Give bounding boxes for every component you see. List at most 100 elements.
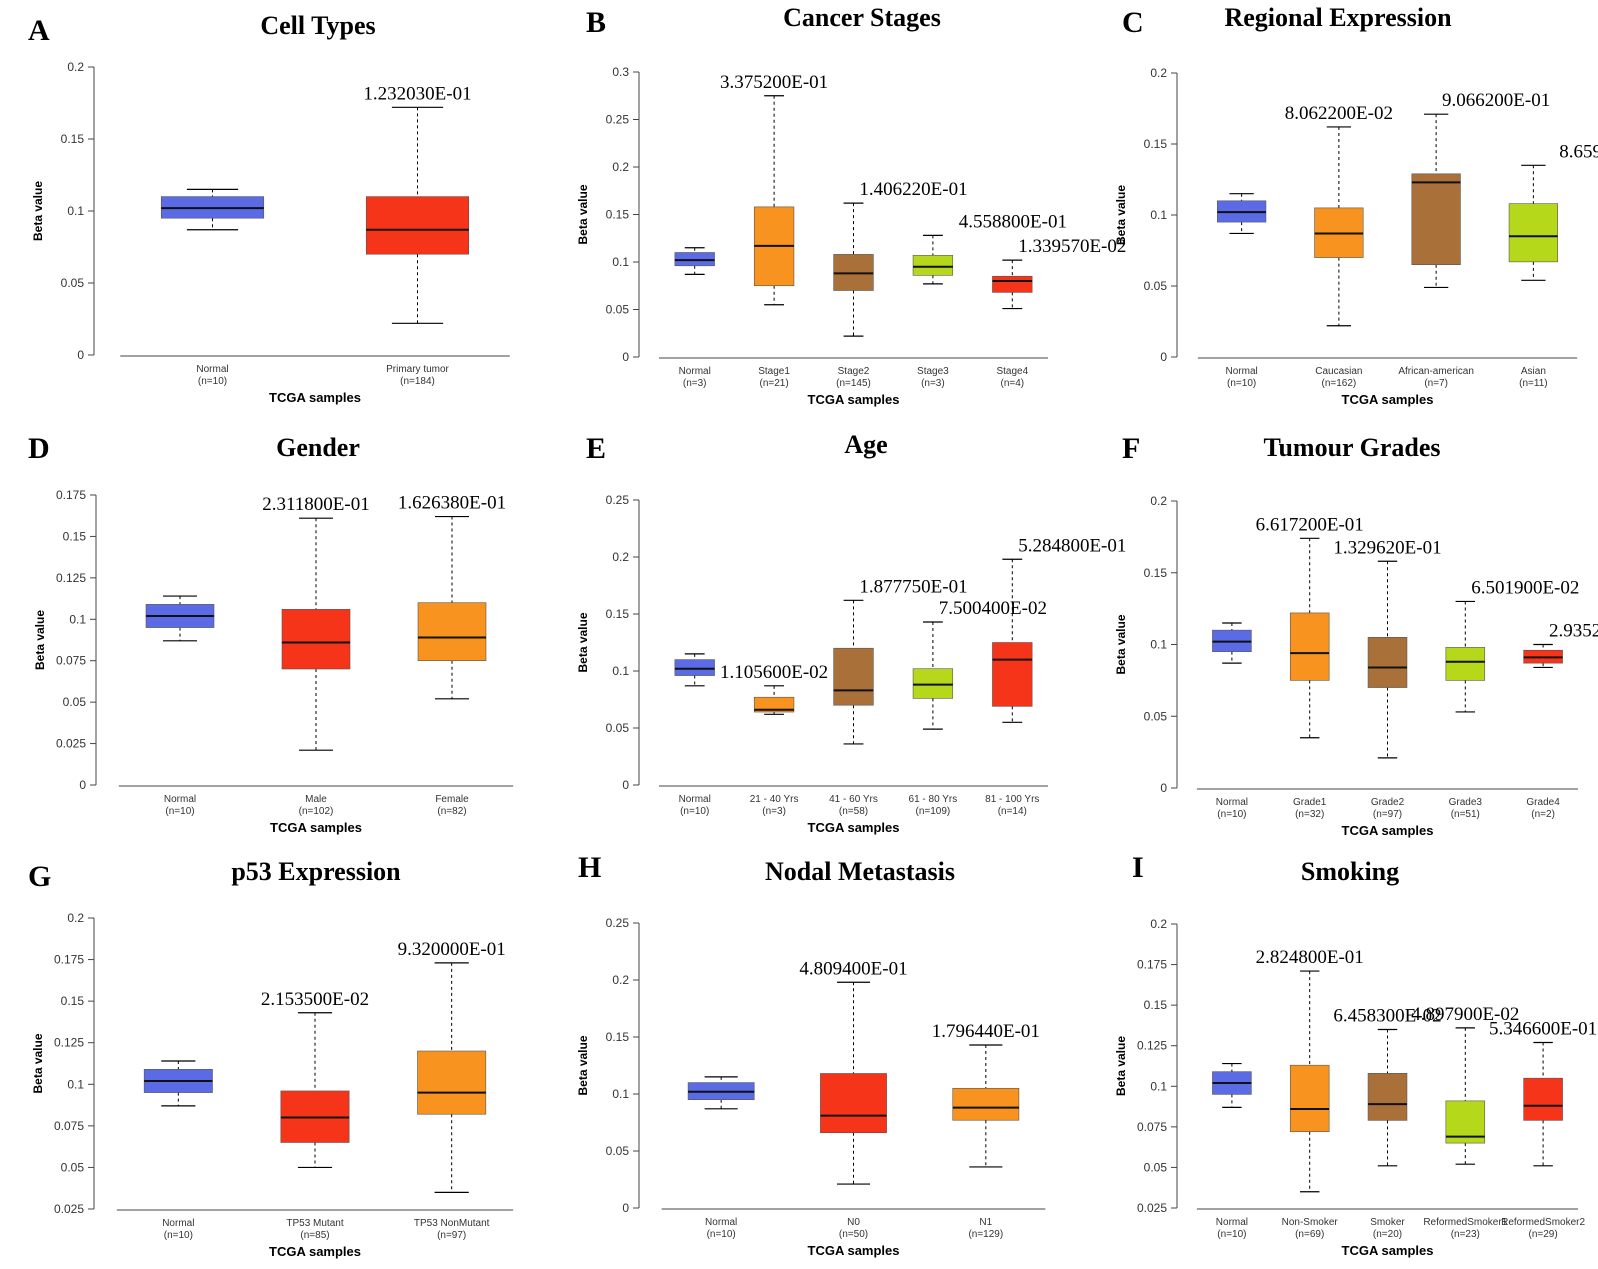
- y-tick-label: 0: [622, 350, 629, 364]
- x-axis-title: TCGA samples: [808, 392, 900, 407]
- box-iqr: [912, 255, 954, 276]
- panel-b: B Cancer Stages 0 0.05 0.1 0.15 0.2 0.25 0.3 Beta…: [576, 3, 1126, 407]
- y-tick-label: 0.125: [54, 1036, 84, 1050]
- p-value-label: 9.066200E-01: [1442, 90, 1550, 111]
- category-n-label: (n=129): [968, 1229, 1003, 1240]
- panel-i: I Smoking 0.025 0.05 0.075 0.1 0.125 0.15 0.175 0…: [1114, 851, 1597, 1258]
- box-grade4: 2.935200E-01 Grade4(n=2): [1523, 621, 1598, 820]
- category-label: Female: [435, 794, 469, 805]
- category-n-label: (n=145): [836, 378, 871, 389]
- category-label: Asian: [1521, 366, 1546, 377]
- category-label: Grade3: [1449, 797, 1483, 808]
- box-iqr: [1411, 173, 1461, 266]
- y-tick-label: 0.2: [67, 911, 84, 925]
- p-value-label: 5.284800E-01: [1018, 535, 1126, 556]
- p-value-label: 7.500400E-02: [939, 598, 1047, 619]
- y-tick-label: 0.2: [612, 160, 629, 174]
- category-label: Grade2: [1371, 797, 1405, 808]
- box-iqr: [1367, 1073, 1408, 1121]
- y-tick-label: 0.05: [1144, 1160, 1168, 1174]
- y-tick-label: 0.1: [1150, 1079, 1167, 1093]
- box-stage3: 4.558800E-01 Stage3(n=3): [912, 211, 1067, 389]
- category-label: African-american: [1398, 366, 1474, 377]
- y-tick-label: 0.2: [67, 60, 84, 74]
- p-value-label: 1.329620E-01: [1333, 537, 1441, 558]
- panel-title: Smoking: [1301, 857, 1399, 886]
- y-tick-label: 0.175: [56, 488, 86, 502]
- x-axis-title: TCGA samples: [269, 1244, 361, 1259]
- box-stage1: 3.375200E-01 Stage1(n=21): [720, 72, 828, 389]
- category-n-label: (n=29): [1529, 1229, 1558, 1240]
- p-value-label: 1.105600E-02: [720, 662, 828, 683]
- y-axis-title: Beta value: [31, 1033, 45, 1093]
- box-iqr: [281, 609, 351, 670]
- category-n-label: (n=14): [998, 806, 1027, 817]
- category-n-label: (n=2): [1531, 809, 1555, 820]
- p-value-label: 6.458300E-02: [1333, 1005, 1441, 1026]
- category-label: 21 - 40 Yrs: [750, 794, 799, 805]
- y-tick-label: 0.05: [1144, 279, 1168, 293]
- category-n-label: (n=10): [707, 1229, 736, 1240]
- y-axis-title: Beta value: [1114, 1036, 1128, 1096]
- y-tick-label: 0.15: [606, 208, 630, 222]
- box-grade2: 1.329620E-01 Grade2(n=97): [1333, 537, 1441, 820]
- p-value-label: 5.346600E-01: [1489, 1018, 1597, 1039]
- y-tick-label: 0: [1160, 781, 1167, 795]
- box-asian: 8.659200E-01 Asian(n=11): [1508, 141, 1598, 389]
- y-tick-label: 0.075: [54, 1119, 84, 1133]
- category-n-label: (n=10): [1217, 809, 1246, 820]
- p-value-label: 9.320000E-01: [398, 939, 506, 960]
- p-value-label: 8.659200E-01: [1559, 141, 1598, 162]
- y-tick-label: 0.3: [612, 65, 629, 79]
- category-label: Smoker: [1370, 1217, 1405, 1228]
- x-axis-title: TCGA samples: [1342, 392, 1434, 407]
- y-tick-label: 0.1: [67, 204, 84, 218]
- category-n-label: (n=10): [198, 376, 227, 387]
- y-tick-label: 0.125: [56, 571, 86, 585]
- p-value-label: 4.558800E-01: [959, 211, 1067, 232]
- panel-letter: F: [1122, 432, 1140, 465]
- box-stage4: 1.339570E-02 Stage4(n=4): [992, 236, 1126, 389]
- category-n-label: (n=23): [1451, 1229, 1480, 1240]
- y-tick-label: 0.175: [54, 953, 84, 967]
- category-label: Primary tumor: [386, 364, 449, 375]
- box-normal: Normal(n=10): [143, 1060, 213, 1241]
- p-value-label: 6.501900E-02: [1471, 577, 1579, 598]
- box-iqr: [365, 196, 470, 255]
- y-tick-label: 0.1: [67, 1077, 84, 1091]
- x-axis-title: TCGA samples: [270, 820, 362, 835]
- box-iqr: [992, 275, 1033, 293]
- p-value-label: 1.406220E-01: [859, 179, 967, 200]
- box-iqr: [820, 1073, 887, 1134]
- y-tick-label: 0: [622, 778, 629, 792]
- y-axis-title: Beta value: [1114, 185, 1128, 245]
- y-tick-label: 0.025: [56, 737, 86, 751]
- category-label: Normal: [1216, 1217, 1248, 1228]
- box-reformedsmoker2: 5.346600E-01 ReformedSmoker2(n=29): [1489, 1018, 1597, 1240]
- panel-letter: C: [1122, 6, 1144, 39]
- category-label: Normal: [679, 794, 711, 805]
- panel-title: p53 Expression: [231, 857, 401, 886]
- box-smoker: 6.458300E-02 Smoker(n=20): [1333, 1005, 1441, 1240]
- box-primary-tumor: 1.232030E-01 Primary tumor(n=184): [363, 83, 471, 387]
- y-tick-label: 0.05: [1144, 709, 1168, 723]
- box-iqr: [1289, 612, 1330, 681]
- category-n-label: (n=50): [839, 1229, 868, 1240]
- y-tick-label: 0.2: [612, 973, 629, 987]
- box-non-smoker: 2.824800E-01 Non-Smoker(n=69): [1256, 947, 1364, 1240]
- y-tick-label: 0.25: [606, 493, 630, 507]
- panel-title: Cancer Stages: [783, 3, 941, 32]
- y-tick-label: 0.15: [1144, 998, 1168, 1012]
- y-tick-label: 0.2: [1150, 917, 1167, 931]
- y-tick-label: 0.075: [56, 654, 86, 668]
- y-tick-label: 0.2: [1150, 494, 1167, 508]
- y-tick-label: 0.05: [606, 721, 630, 735]
- y-tick-label: 0: [77, 348, 84, 362]
- x-axis-title: TCGA samples: [808, 820, 900, 835]
- y-axis-title: Beta value: [576, 184, 590, 244]
- box-iqr: [1367, 637, 1408, 688]
- panel-letter: I: [1132, 851, 1144, 884]
- p-value-label: 2.824800E-01: [1256, 947, 1364, 968]
